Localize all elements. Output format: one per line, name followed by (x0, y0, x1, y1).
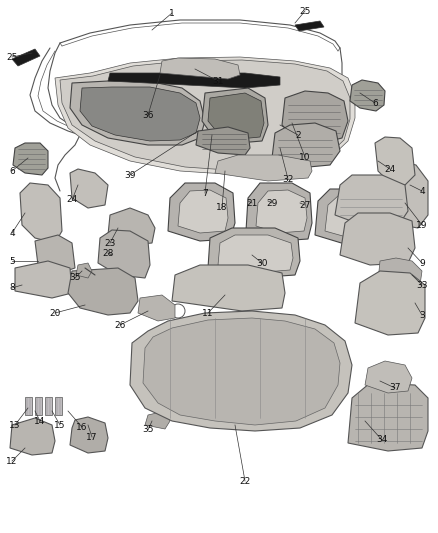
Polygon shape (256, 190, 307, 233)
Polygon shape (282, 91, 348, 143)
Polygon shape (80, 87, 200, 141)
Polygon shape (168, 183, 235, 241)
Text: 20: 20 (49, 309, 61, 318)
Polygon shape (325, 195, 378, 238)
Polygon shape (70, 81, 205, 145)
Text: 26: 26 (114, 320, 126, 329)
Text: 6: 6 (372, 99, 378, 108)
Polygon shape (160, 58, 240, 79)
Polygon shape (12, 49, 40, 66)
Polygon shape (218, 235, 293, 273)
Polygon shape (13, 143, 48, 175)
Polygon shape (208, 228, 300, 278)
Polygon shape (365, 361, 412, 393)
Text: 12: 12 (6, 456, 18, 465)
Polygon shape (108, 208, 155, 245)
Polygon shape (108, 73, 280, 88)
Text: 14: 14 (34, 416, 46, 425)
Text: 25: 25 (299, 6, 311, 15)
Text: 16: 16 (76, 423, 88, 432)
Text: 18: 18 (216, 204, 228, 213)
Text: 34: 34 (376, 435, 388, 445)
Text: 6: 6 (9, 166, 15, 175)
Circle shape (83, 432, 93, 442)
Text: 28: 28 (102, 248, 114, 257)
Polygon shape (340, 213, 415, 265)
Text: 2: 2 (295, 131, 301, 140)
Text: 13: 13 (9, 421, 21, 430)
Polygon shape (208, 93, 264, 139)
Polygon shape (130, 311, 352, 431)
Text: 35: 35 (142, 425, 154, 434)
Text: 25: 25 (6, 52, 18, 61)
Text: 19: 19 (416, 221, 428, 230)
Polygon shape (246, 183, 312, 241)
Polygon shape (215, 155, 312, 181)
Polygon shape (55, 57, 355, 175)
Polygon shape (138, 295, 175, 321)
Text: 24: 24 (67, 196, 78, 205)
Text: 23: 23 (104, 238, 116, 247)
Polygon shape (10, 418, 55, 455)
Polygon shape (378, 258, 422, 288)
Text: 31: 31 (212, 77, 224, 85)
Polygon shape (295, 21, 324, 31)
Polygon shape (348, 383, 428, 451)
Text: 11: 11 (202, 309, 214, 318)
Polygon shape (15, 261, 72, 298)
Text: 4: 4 (9, 229, 15, 238)
Text: 29: 29 (266, 198, 278, 207)
Bar (55, 397, 62, 415)
Polygon shape (98, 230, 150, 278)
Text: 7: 7 (202, 189, 208, 198)
Text: 1: 1 (169, 9, 175, 18)
Polygon shape (196, 127, 250, 155)
Text: 3: 3 (419, 311, 425, 319)
Text: 5: 5 (9, 256, 15, 265)
Polygon shape (143, 318, 340, 425)
Text: 32: 32 (283, 174, 294, 183)
Polygon shape (68, 268, 138, 315)
Polygon shape (172, 265, 285, 311)
Text: 30: 30 (256, 259, 268, 268)
Text: 35: 35 (69, 273, 81, 282)
Text: 10: 10 (299, 152, 311, 161)
Polygon shape (315, 189, 382, 245)
Text: 33: 33 (416, 280, 428, 289)
Text: 39: 39 (124, 171, 136, 180)
Polygon shape (375, 137, 415, 185)
Polygon shape (335, 175, 408, 225)
Text: 17: 17 (86, 432, 98, 441)
Text: 37: 37 (389, 384, 401, 392)
Polygon shape (272, 123, 340, 168)
Text: 9: 9 (419, 259, 425, 268)
Polygon shape (70, 169, 108, 208)
Polygon shape (355, 271, 425, 335)
Bar (25, 397, 32, 415)
Polygon shape (60, 60, 350, 171)
Polygon shape (35, 235, 75, 273)
Text: 21: 21 (246, 198, 258, 207)
Text: 8: 8 (9, 284, 15, 293)
Polygon shape (145, 411, 170, 429)
Polygon shape (385, 161, 428, 228)
Text: 22: 22 (240, 477, 251, 486)
Polygon shape (20, 183, 62, 243)
Text: 36: 36 (142, 110, 154, 119)
Polygon shape (70, 417, 108, 453)
Polygon shape (350, 80, 385, 111)
Text: 27: 27 (299, 200, 311, 209)
Text: 15: 15 (54, 421, 66, 430)
Polygon shape (178, 190, 228, 233)
Polygon shape (76, 263, 92, 278)
Text: 4: 4 (419, 187, 425, 196)
Bar (35, 397, 42, 415)
Bar (45, 397, 52, 415)
Polygon shape (202, 88, 268, 143)
Text: 24: 24 (385, 165, 396, 174)
